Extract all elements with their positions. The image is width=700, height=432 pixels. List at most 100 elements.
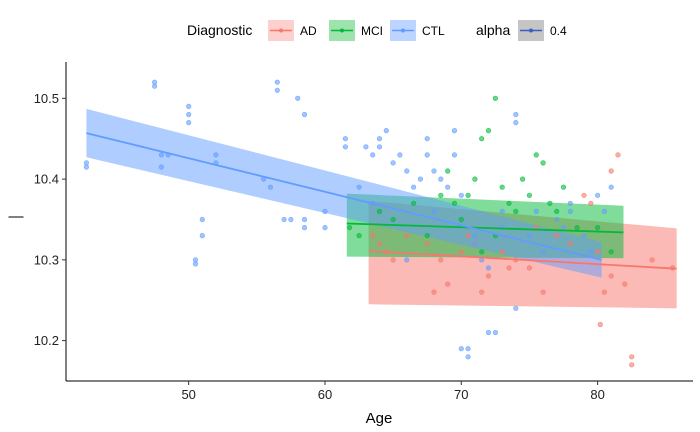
point-mci-3	[390, 216, 396, 223]
point-ctl-50	[465, 354, 471, 360]
point-ctl-39	[411, 184, 417, 190]
point-ad-19	[581, 192, 587, 198]
point-ad-20	[588, 200, 594, 206]
point-ad-25	[615, 152, 621, 158]
point-ctl-14	[213, 152, 219, 158]
fit-line-mci	[346, 222, 624, 234]
point-ctl-27	[322, 225, 328, 231]
legend-item-ad: AD	[268, 20, 317, 41]
point-mci-0	[346, 225, 353, 231]
plot-area	[83, 79, 677, 368]
point-ctl-23	[301, 111, 308, 118]
point-ctl-42	[424, 152, 430, 158]
point-mci-13	[499, 184, 505, 190]
x-tick-label-60: 60	[318, 387, 332, 402]
point-ctl-37	[397, 152, 403, 158]
point-ad-29	[629, 362, 635, 368]
point-ctl-56	[485, 329, 492, 336]
x-tick-label-50: 50	[181, 387, 195, 402]
point-ctl-44	[438, 176, 444, 182]
point-mci-11	[485, 128, 492, 134]
legend-label-ad: AD	[300, 24, 317, 38]
point-ctl-73	[601, 208, 608, 214]
point-ad-16	[540, 289, 546, 295]
point-ad-34	[506, 265, 512, 271]
point-ctl-47	[451, 152, 458, 158]
point-ad-32	[431, 289, 437, 295]
point-ctl-7	[186, 103, 192, 109]
point-mci-4	[411, 200, 417, 206]
point-ctl-63	[526, 233, 533, 239]
point-ctl-66	[554, 216, 560, 223]
point-ctl-18	[274, 79, 280, 85]
fit-line-ctl	[86, 132, 602, 261]
point-ctl-45	[445, 184, 451, 190]
point-mci-12	[492, 95, 499, 101]
point-ctl-53	[472, 241, 478, 247]
point-mci-17	[526, 192, 533, 198]
point-ad-12	[499, 249, 505, 255]
point-ad-22	[597, 321, 603, 328]
point-ctl-52	[472, 233, 478, 239]
point-mci-15	[513, 208, 519, 214]
point-ctl-38	[404, 168, 410, 174]
point-mci-6	[438, 192, 444, 198]
legend-item-ctl: CTL	[390, 20, 445, 41]
point-ad-7	[445, 281, 451, 287]
point-ad-1	[376, 241, 383, 247]
y-ticks: 10.2 10.3 10.4 10.5	[34, 91, 66, 348]
point-ctl-1	[83, 164, 89, 170]
point-ctl-20	[281, 216, 287, 223]
point-ctl-65	[540, 249, 546, 255]
legend: Diagnostic AD MCI CTL alpha	[187, 20, 567, 41]
point-ctl-61	[513, 119, 519, 126]
legend-title-alpha: alpha	[476, 22, 510, 38]
point-mci-1	[356, 233, 362, 239]
point-ctl-75	[431, 208, 437, 214]
point-ctl-30	[356, 184, 362, 190]
point-ad-5	[424, 241, 430, 247]
point-ad-17	[554, 233, 560, 239]
legend-key-mci-point	[340, 28, 344, 33]
point-mci-10	[479, 136, 485, 142]
point-mci-9	[472, 176, 478, 182]
point-ctl-62	[513, 305, 519, 311]
point-ctl-34	[376, 144, 383, 150]
point-ad-14	[526, 265, 533, 271]
point-ctl-31	[363, 144, 369, 150]
point-mci-8	[465, 192, 471, 198]
point-ctl-35	[383, 128, 389, 134]
point-ad-26	[608, 168, 614, 174]
point-ad-3	[390, 257, 396, 263]
y-tick-label-10-5: 10.5	[34, 91, 59, 106]
x-ticks: 50 60 70 80	[181, 381, 605, 402]
legend-item-mci: MCI	[329, 20, 383, 41]
point-ctl-22	[295, 95, 301, 101]
point-mci-20	[547, 200, 553, 206]
point-ctl-74	[608, 184, 614, 190]
point-mci-22	[560, 184, 567, 190]
point-mci-5	[424, 233, 430, 239]
point-ad-11	[485, 273, 492, 279]
point-ctl-25	[301, 225, 308, 231]
point-mci-7	[451, 200, 458, 206]
point-mci-23	[574, 225, 580, 231]
point-ctl-71	[588, 249, 594, 255]
point-ad-21	[594, 249, 601, 255]
axes: 50 60 70 80 10.2 10.3 10.4 10.5 Age —	[9, 62, 693, 427]
legend-label-alpha: 0.4	[550, 24, 567, 38]
point-mci-25	[608, 249, 614, 255]
x-tick-label-70: 70	[454, 387, 468, 402]
y-tick-label-10-2: 10.2	[34, 333, 59, 348]
point-ctl-46	[451, 128, 458, 134]
point-ad-24	[608, 273, 614, 279]
point-mci-2	[376, 208, 383, 214]
point-ad-27	[622, 281, 628, 287]
point-ctl-8	[186, 111, 192, 118]
point-ctl-12	[199, 216, 205, 223]
x-axis-title: Age	[366, 410, 393, 427]
legend-title-diagnostic: Diagnostic	[187, 22, 252, 38]
point-ctl-51	[465, 346, 471, 352]
point-ad-23	[601, 289, 608, 295]
